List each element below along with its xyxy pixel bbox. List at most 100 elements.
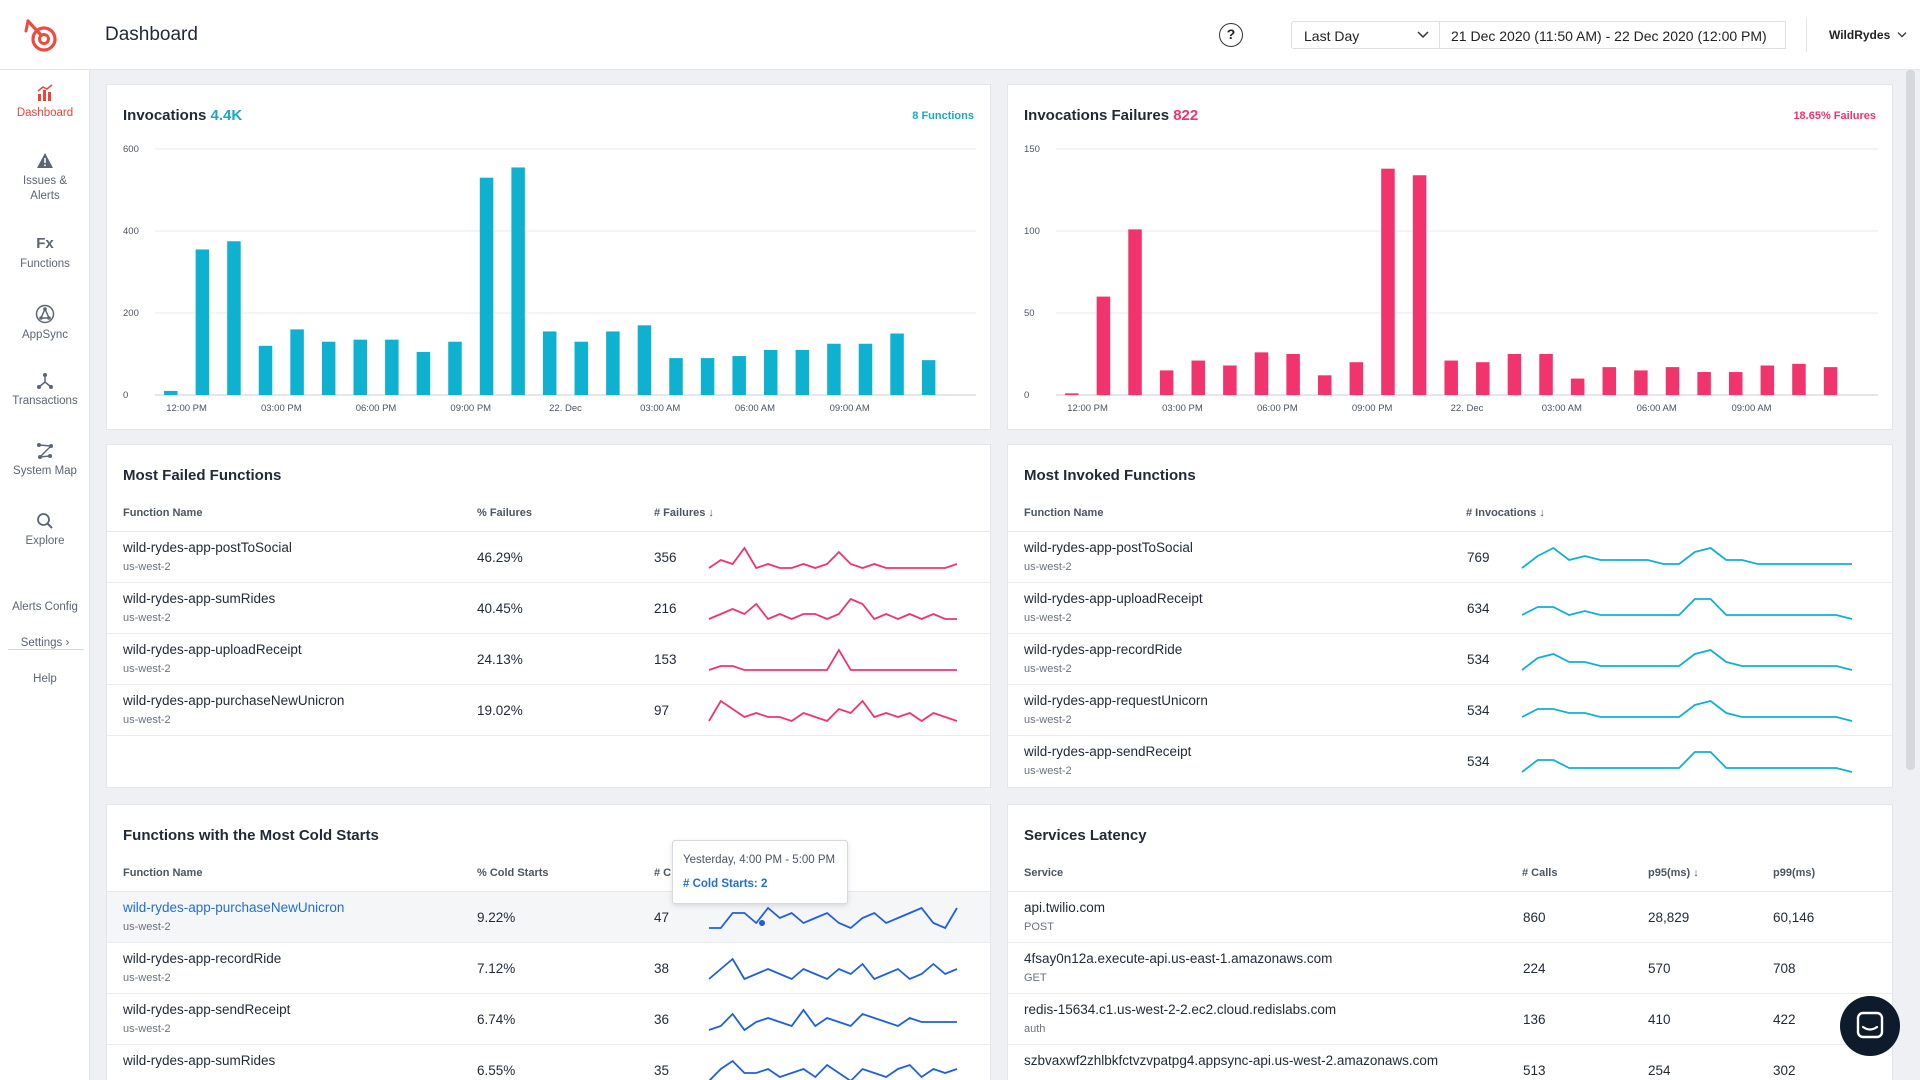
- bar[interactable]: [1128, 229, 1142, 395]
- bar[interactable]: [479, 177, 494, 395]
- function-name[interactable]: wild-rydes-app-uploadReceipt: [1024, 591, 1203, 606]
- sparkline[interactable]: [707, 695, 959, 725]
- sparkline[interactable]: [707, 902, 959, 932]
- bar[interactable]: [1665, 367, 1680, 395]
- bar[interactable]: [448, 341, 462, 395]
- table-row[interactable]: wild-rydes-app-purchaseNewUnicron us-west…: [107, 685, 990, 736]
- function-name[interactable]: wild-rydes-app-sumRides: [123, 1053, 276, 1068]
- bar[interactable]: [606, 331, 620, 395]
- sparkline[interactable]: [707, 593, 959, 623]
- help-icon[interactable]: ?: [1219, 23, 1243, 47]
- bar[interactable]: [574, 341, 589, 395]
- sidebar-item-alerts-config[interactable]: Alerts Config: [12, 601, 78, 613]
- bar[interactable]: [258, 345, 273, 395]
- sparkline[interactable]: [1520, 746, 1854, 776]
- sidebar-item-dashboard[interactable]: Dashboard: [0, 84, 90, 121]
- bar[interactable]: [1286, 354, 1300, 395]
- bar[interactable]: [353, 339, 368, 395]
- bar[interactable]: [385, 339, 399, 395]
- bar[interactable]: [416, 351, 431, 395]
- sparkline[interactable]: [707, 1004, 959, 1034]
- sidebar-item-issues-alerts[interactable]: Issues & Alerts: [0, 152, 90, 204]
- function-name[interactable]: wild-rydes-app-requestUnicorn: [1024, 693, 1208, 708]
- function-name[interactable]: wild-rydes-app-uploadReceipt: [123, 642, 302, 657]
- table-row[interactable]: wild-rydes-app-recordRide us-west-2 534: [1008, 634, 1892, 685]
- bar[interactable]: [227, 241, 241, 395]
- bar[interactable]: [827, 343, 841, 395]
- bar[interactable]: [1507, 354, 1522, 395]
- sidebar-item-help[interactable]: Help: [33, 673, 57, 685]
- bar[interactable]: [511, 167, 525, 395]
- sidebar-item-system-map[interactable]: System Map: [0, 442, 90, 479]
- bar[interactable]: [1792, 363, 1806, 395]
- sparkline[interactable]: [707, 542, 959, 572]
- bar[interactable]: [164, 390, 178, 395]
- bar[interactable]: [1602, 367, 1617, 395]
- column-header[interactable]: Function Name: [123, 507, 203, 519]
- sidebar-item-transactions[interactable]: Transactions: [0, 372, 90, 409]
- bar[interactable]: [1065, 393, 1079, 395]
- bar[interactable]: [637, 325, 652, 395]
- function-name[interactable]: wild-rydes-app-postToSocial: [123, 540, 292, 555]
- sparkline[interactable]: [1520, 593, 1854, 623]
- service-name[interactable]: api.twilio.com: [1024, 900, 1106, 915]
- table-row[interactable]: wild-rydes-app-postToSocial us-west-2 46.2…: [107, 532, 990, 583]
- bar[interactable]: [290, 329, 304, 395]
- sidebar-item-explore[interactable]: Explore: [0, 512, 90, 549]
- bar[interactable]: [1159, 370, 1174, 395]
- column-header[interactable]: # Calls: [1522, 867, 1558, 879]
- column-header[interactable]: # Failures ↓: [654, 507, 714, 519]
- column-header[interactable]: p99(ms): [1773, 867, 1816, 879]
- bar[interactable]: [1096, 296, 1111, 395]
- function-name[interactable]: wild-rydes-app-recordRide: [123, 951, 282, 966]
- column-header[interactable]: Service: [1024, 867, 1064, 879]
- bar[interactable]: [1444, 360, 1458, 395]
- bar[interactable]: [1381, 168, 1395, 395]
- date-range-picker[interactable]: 21 Dec 2020 (11:50 AM) - 22 Dec 2020 (12…: [1440, 21, 1786, 49]
- time-range-select[interactable]: Last Day: [1291, 21, 1440, 49]
- bar[interactable]: [1634, 370, 1648, 395]
- sidebar-item-settings[interactable]: Settings ›: [0, 636, 90, 651]
- functions-count-link[interactable]: 8 Functions: [912, 110, 974, 122]
- bar[interactable]: [1412, 175, 1427, 395]
- function-name[interactable]: wild-rydes-app-sumRides: [123, 591, 276, 606]
- bar[interactable]: [1254, 352, 1269, 395]
- bar[interactable]: [1476, 362, 1490, 395]
- column-header[interactable]: # C: [654, 867, 672, 879]
- org-switcher[interactable]: WildRydes: [1829, 28, 1907, 42]
- bar[interactable]: [1349, 362, 1364, 395]
- bar[interactable]: [1697, 372, 1711, 395]
- bar[interactable]: [1728, 372, 1743, 395]
- bar[interactable]: [1823, 367, 1838, 395]
- column-header[interactable]: % Cold Starts: [477, 867, 549, 879]
- bar[interactable]: [1760, 365, 1775, 395]
- table-row[interactable]: wild-rydes-app-recordRide us-west-2 7.12% 3…: [107, 943, 990, 994]
- table-row[interactable]: wild-rydes-app-sumRides us-west-2 40.45% 21…: [107, 583, 990, 634]
- function-name[interactable]: wild-rydes-app-postToSocial: [1024, 540, 1193, 555]
- table-row[interactable]: wild-rydes-app-uploadReceipt us-west-2 634: [1008, 583, 1892, 634]
- column-header[interactable]: % Failures: [477, 507, 533, 519]
- table-row[interactable]: api.twilio.com POST 860 28,829 60,146: [1008, 892, 1892, 943]
- function-name[interactable]: wild-rydes-app-purchaseNewUnicron: [123, 693, 345, 708]
- sparkline[interactable]: [707, 1055, 959, 1080]
- bar[interactable]: [858, 343, 873, 395]
- bar[interactable]: [795, 349, 810, 395]
- table-row[interactable]: wild-rydes-app-sendReceipt us-west-2 6.74%…: [107, 994, 990, 1045]
- sparkline[interactable]: [707, 953, 959, 983]
- bar[interactable]: [321, 341, 336, 395]
- bar[interactable]: [732, 356, 746, 395]
- function-name[interactable]: wild-rydes-app-recordRide: [1024, 642, 1183, 657]
- sidebar-item-functions[interactable]: Fx Functions: [0, 236, 90, 272]
- bar[interactable]: [1191, 360, 1206, 395]
- bar[interactable]: [1223, 365, 1237, 395]
- logo-icon[interactable]: [22, 16, 62, 56]
- column-header[interactable]: Function Name: [1024, 507, 1104, 519]
- service-name[interactable]: szbvaxwf2zhlbkfctvzvpatpg4.appsync-api.u…: [1024, 1053, 1439, 1068]
- bar[interactable]: [764, 349, 778, 395]
- table-row[interactable]: redis-15634.c1.us-west-2-2.ec2.cloud.red…: [1008, 994, 1892, 1045]
- bar[interactable]: [700, 358, 715, 395]
- table-row[interactable]: wild-rydes-app-purchaseNewUnicron us-west…: [107, 892, 990, 943]
- bar[interactable]: [1570, 378, 1585, 395]
- function-name[interactable]: wild-rydes-app-sendReceipt: [1024, 744, 1192, 759]
- bar[interactable]: [195, 249, 210, 395]
